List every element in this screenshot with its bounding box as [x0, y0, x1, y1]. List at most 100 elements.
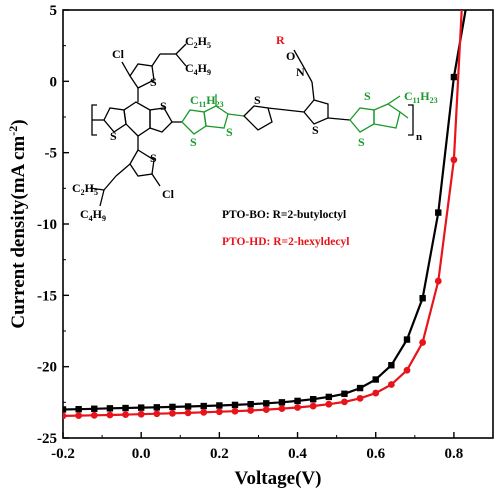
data-point [63, 406, 67, 413]
y-tick-label: -10 [37, 217, 57, 233]
legend-label-pto-hd: PTO-HD: R=2-hexyldecyl [222, 236, 349, 248]
y-tick-label: -20 [37, 360, 57, 376]
top-butyl: C4H9 [185, 61, 211, 77]
data-point [403, 336, 411, 343]
data-point [75, 412, 83, 420]
y-tick-label: -15 [37, 288, 57, 304]
y-tick-label: 0 [50, 74, 58, 90]
data-point [231, 407, 239, 415]
top-thiophene-sulfur: S [150, 75, 157, 89]
bdt-core [92, 88, 182, 150]
data-point [63, 412, 67, 420]
data-point [278, 405, 286, 413]
y-axis-label: Current density(mA cm-2) [6, 119, 29, 328]
x-axis-label: Voltage(V) [235, 468, 322, 489]
data-point [294, 404, 301, 411]
right-tt-sulfur-b: S [364, 89, 371, 103]
chemical-structure: n S S S Cl C2H5 C4H9 [72, 33, 438, 223]
oxime-nitrogen: N [296, 65, 305, 79]
data-point [91, 405, 98, 412]
top-ethyl: C2H5 [185, 34, 211, 50]
data-point [184, 409, 192, 417]
central-thiophene-sulfur: S [312, 123, 319, 137]
data-point [356, 394, 364, 402]
top-thiophene [121, 43, 187, 89]
x-tick-label: 0.8 [445, 446, 464, 462]
bdt-sulfur-left: S [110, 129, 117, 143]
data-point [216, 402, 223, 409]
y-tick-label: -5 [45, 146, 58, 162]
data-point [356, 384, 364, 392]
bottom-chloro: Cl [162, 187, 175, 201]
data-point [200, 402, 207, 410]
data-point [263, 400, 270, 407]
data-point [137, 410, 145, 418]
right-alkyl: C11H23 [404, 89, 438, 105]
data-point [122, 404, 129, 412]
data-point [325, 393, 333, 401]
series-layer [63, 10, 467, 420]
data-point [262, 406, 270, 414]
x-tick-label: 0.6 [366, 446, 385, 462]
left-tt-sulfur-a: S [190, 135, 197, 149]
plot-frame [62, 9, 494, 439]
data-point [294, 397, 301, 405]
bottom-thiophene-sulfur: S [150, 151, 157, 165]
right-tt-sulfur-a: S [358, 135, 365, 149]
y-axis: 5 0 -5 -10 -15 -20 -25 [37, 3, 69, 447]
data-point [106, 405, 114, 412]
data-point [435, 209, 442, 216]
data-point [90, 411, 98, 419]
data-point [215, 408, 223, 416]
bottom-thiophene [89, 149, 161, 207]
left-tt-sulfur-b: S [226, 125, 233, 139]
data-point [169, 403, 176, 411]
data-point [153, 410, 161, 418]
data-point [450, 73, 458, 81]
data-point [278, 399, 286, 406]
y-tick-label: -25 [37, 431, 57, 447]
top-chloro: Cl [112, 47, 125, 61]
y-tick-label: 5 [50, 3, 58, 19]
data-point [200, 408, 208, 416]
bottom-ethyl: C2H5 [72, 181, 98, 197]
bottom-butyl: C4H9 [80, 207, 106, 223]
right-thienothiophene [349, 95, 409, 133]
data-point [106, 411, 114, 419]
bridge-thiophene-sulfur: S [254, 93, 261, 107]
series-pto-hd [63, 10, 463, 420]
data-point [184, 403, 192, 410]
data-point [153, 404, 161, 411]
data-point [309, 395, 317, 403]
data-point [309, 402, 317, 410]
data-point [434, 277, 442, 285]
data-point [341, 398, 348, 406]
x-tick-label: 0.0 [132, 446, 151, 462]
repeat-unit-n: n [416, 131, 422, 143]
data-point [419, 339, 427, 346]
data-point [247, 400, 254, 408]
data-point [403, 366, 411, 374]
data-point [75, 405, 82, 413]
data-point [231, 401, 239, 409]
central-thiophene [243, 49, 351, 131]
right-bracket [408, 104, 414, 136]
bdt-sulfur-right: S [160, 99, 167, 113]
data-point [247, 407, 255, 414]
data-point [341, 390, 348, 397]
left-alkyl: C11H23 [190, 93, 224, 109]
data-point [372, 376, 379, 383]
x-tick-label: -0.2 [51, 446, 75, 462]
left-thienothiophene [181, 94, 245, 135]
legend-label-pto-bo: PTO-BO: R=2-butyloctyl [222, 209, 346, 221]
data-point [137, 404, 145, 411]
x-axis: -0.2 0.0 0.2 0.4 0.6 0.8 [51, 432, 494, 462]
data-point [169, 409, 176, 417]
data-point [419, 294, 426, 302]
data-point [372, 389, 380, 397]
data-point [122, 411, 129, 419]
data-point [450, 156, 458, 164]
series-pto-bo [63, 10, 467, 413]
x-tick-label: 0.2 [210, 446, 229, 462]
